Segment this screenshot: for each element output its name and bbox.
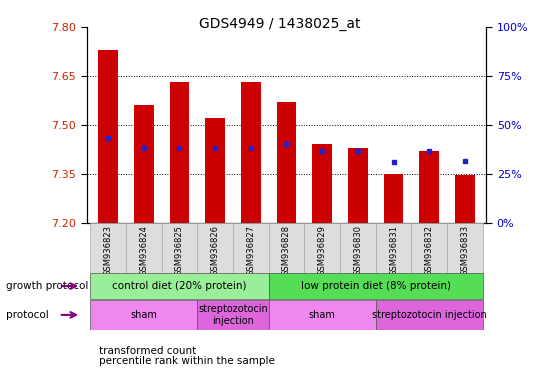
FancyBboxPatch shape [340, 223, 376, 273]
FancyBboxPatch shape [197, 300, 269, 329]
FancyBboxPatch shape [162, 223, 197, 273]
Bar [277, 102, 296, 223]
Text: protocol: protocol [6, 310, 48, 320]
FancyBboxPatch shape [269, 300, 376, 329]
Bar [169, 82, 190, 223]
FancyBboxPatch shape [197, 223, 233, 273]
Bar [383, 174, 404, 223]
Text: GSM936823: GSM936823 [103, 225, 112, 276]
Text: streptozotocin
injection: streptozotocin injection [198, 304, 268, 326]
FancyBboxPatch shape [90, 273, 269, 299]
Text: GSM936831: GSM936831 [389, 225, 398, 276]
FancyBboxPatch shape [269, 273, 483, 299]
Bar [205, 118, 225, 223]
FancyBboxPatch shape [269, 223, 304, 273]
Text: sham: sham [309, 310, 335, 320]
Text: control diet (20% protein): control diet (20% protein) [112, 281, 247, 291]
Bar [348, 147, 368, 223]
FancyBboxPatch shape [411, 223, 447, 273]
Bar [312, 144, 332, 223]
Text: GDS4949 / 1438025_at: GDS4949 / 1438025_at [199, 17, 360, 31]
FancyBboxPatch shape [233, 223, 269, 273]
Bar [455, 175, 475, 223]
Text: GSM936824: GSM936824 [139, 225, 148, 276]
Text: percentile rank within the sample: percentile rank within the sample [99, 356, 275, 366]
Text: growth protocol: growth protocol [6, 281, 88, 291]
Text: GSM936829: GSM936829 [318, 225, 326, 276]
FancyBboxPatch shape [376, 223, 411, 273]
FancyBboxPatch shape [304, 223, 340, 273]
FancyBboxPatch shape [376, 300, 483, 329]
FancyBboxPatch shape [447, 223, 483, 273]
Bar [419, 151, 439, 223]
Text: GSM936833: GSM936833 [461, 225, 470, 276]
Text: GSM936827: GSM936827 [247, 225, 255, 276]
Text: GSM936830: GSM936830 [353, 225, 362, 276]
Text: streptozotocin injection: streptozotocin injection [372, 310, 486, 320]
Bar [241, 82, 260, 223]
Bar [134, 105, 154, 223]
Text: GSM936826: GSM936826 [211, 225, 220, 276]
Text: GSM936825: GSM936825 [175, 225, 184, 276]
Text: sham: sham [130, 310, 157, 320]
FancyBboxPatch shape [126, 223, 162, 273]
Text: low protein diet (8% protein): low protein diet (8% protein) [301, 281, 451, 291]
Text: GSM936828: GSM936828 [282, 225, 291, 276]
Text: GSM936832: GSM936832 [425, 225, 434, 276]
Bar [98, 50, 118, 223]
Text: transformed count: transformed count [99, 346, 196, 356]
FancyBboxPatch shape [90, 300, 197, 329]
FancyBboxPatch shape [90, 223, 126, 273]
